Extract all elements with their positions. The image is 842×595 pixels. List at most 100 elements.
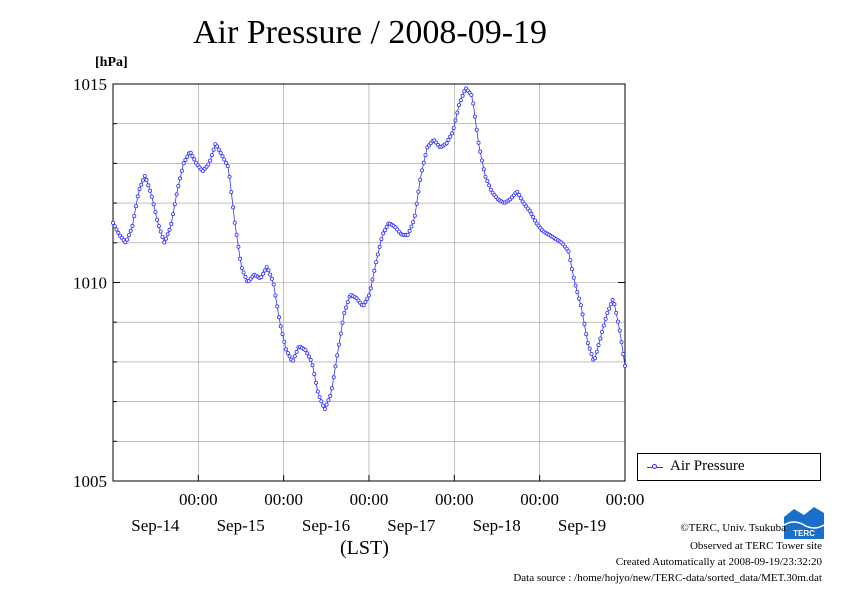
site-text: Observed at TERC Tower site: [689, 540, 822, 552]
data-point: [276, 315, 281, 320]
data-point: [135, 194, 140, 199]
data-point: [476, 140, 481, 145]
data-point: [515, 189, 520, 194]
created-text: Created Automatically at 2008-09-19/23:3…: [615, 556, 822, 568]
data-point: [308, 357, 313, 362]
x-tick-time-label: 00:00: [179, 490, 218, 509]
data-point: [336, 342, 341, 347]
y-axis: 1005 1010 1015: [73, 75, 625, 491]
data-point: [310, 363, 315, 368]
data-point: [584, 332, 589, 337]
data-point: [139, 182, 144, 187]
data-point: [114, 227, 119, 232]
data-point: [469, 93, 474, 98]
data-point: [577, 296, 582, 301]
data-point: [381, 231, 386, 236]
data-point: [617, 328, 622, 333]
data-point: [137, 187, 142, 192]
data-point: [153, 209, 158, 214]
data-point: [580, 312, 585, 317]
data-point: [411, 220, 416, 225]
data-point: [478, 149, 483, 154]
data-point: [283, 347, 288, 352]
data-point: [324, 402, 329, 407]
data-point: [179, 168, 184, 173]
data-point: [271, 282, 276, 287]
data-point: [130, 223, 135, 228]
data-point: [331, 375, 336, 380]
series-points-air-pressure: [111, 86, 628, 411]
data-point: [533, 218, 538, 223]
data-point: [306, 354, 311, 359]
data-point: [206, 162, 211, 167]
data-point: [460, 93, 465, 98]
data-point: [328, 393, 333, 398]
data-point: [449, 131, 454, 136]
legend-point-marker: [652, 464, 657, 469]
data-point: [365, 296, 370, 301]
data-point: [379, 237, 384, 242]
data-point: [382, 228, 387, 233]
data-point: [259, 275, 264, 280]
data-point: [278, 324, 283, 329]
data-point: [589, 351, 594, 356]
data-point: [148, 188, 153, 193]
data-point: [144, 177, 149, 182]
data-point: [458, 98, 463, 103]
data-point: [218, 150, 223, 155]
data-point: [112, 224, 117, 229]
data-point: [412, 213, 417, 218]
data-point: [527, 208, 532, 213]
data-point: [266, 268, 271, 273]
data-point: [156, 224, 161, 229]
data-point: [488, 187, 493, 192]
data-point: [587, 346, 592, 351]
data-point: [472, 114, 477, 119]
data-point: [132, 214, 137, 219]
data-point: [160, 234, 165, 239]
data-point: [384, 224, 389, 229]
data-point: [317, 394, 322, 399]
data-point: [471, 101, 476, 106]
data-point: [280, 332, 285, 337]
data-point: [291, 358, 296, 363]
data-point: [220, 154, 225, 159]
y-axis-label: [hPa]: [95, 55, 128, 70]
data-point: [619, 340, 624, 345]
data-point: [333, 364, 338, 369]
data-point: [232, 220, 237, 225]
x-tick-time-label: 00:00: [606, 490, 645, 509]
data-point: [241, 270, 246, 275]
data-point: [264, 265, 269, 270]
data-point: [167, 227, 172, 232]
data-point: [375, 252, 380, 257]
data-point: [215, 144, 220, 149]
grid: [113, 84, 625, 481]
data-point: [582, 322, 587, 327]
data-point: [285, 350, 290, 355]
data-point: [313, 380, 318, 385]
data-point: [172, 202, 177, 207]
data-point: [165, 232, 170, 237]
data-point: [326, 398, 331, 403]
legend: Air Pressure: [637, 453, 821, 481]
data-point: [578, 303, 583, 308]
data-point: [446, 137, 451, 142]
data-point: [116, 230, 121, 235]
data-point: [377, 244, 382, 249]
data-point: [163, 236, 168, 241]
data-point: [273, 293, 278, 298]
data-point: [573, 283, 578, 288]
data-point: [455, 110, 460, 115]
data-point: [418, 177, 423, 182]
data-point: [155, 217, 160, 222]
data-point: [343, 305, 348, 310]
data-point: [600, 329, 605, 334]
data-point: [319, 399, 324, 404]
data-point: [596, 343, 601, 348]
x-axis: 00:00Sep-1400:00Sep-1500:00Sep-1600:00Se…: [131, 475, 644, 535]
data-point: [483, 174, 488, 179]
data-point: [416, 189, 421, 194]
data-point: [211, 147, 216, 152]
data-point: [607, 306, 612, 311]
